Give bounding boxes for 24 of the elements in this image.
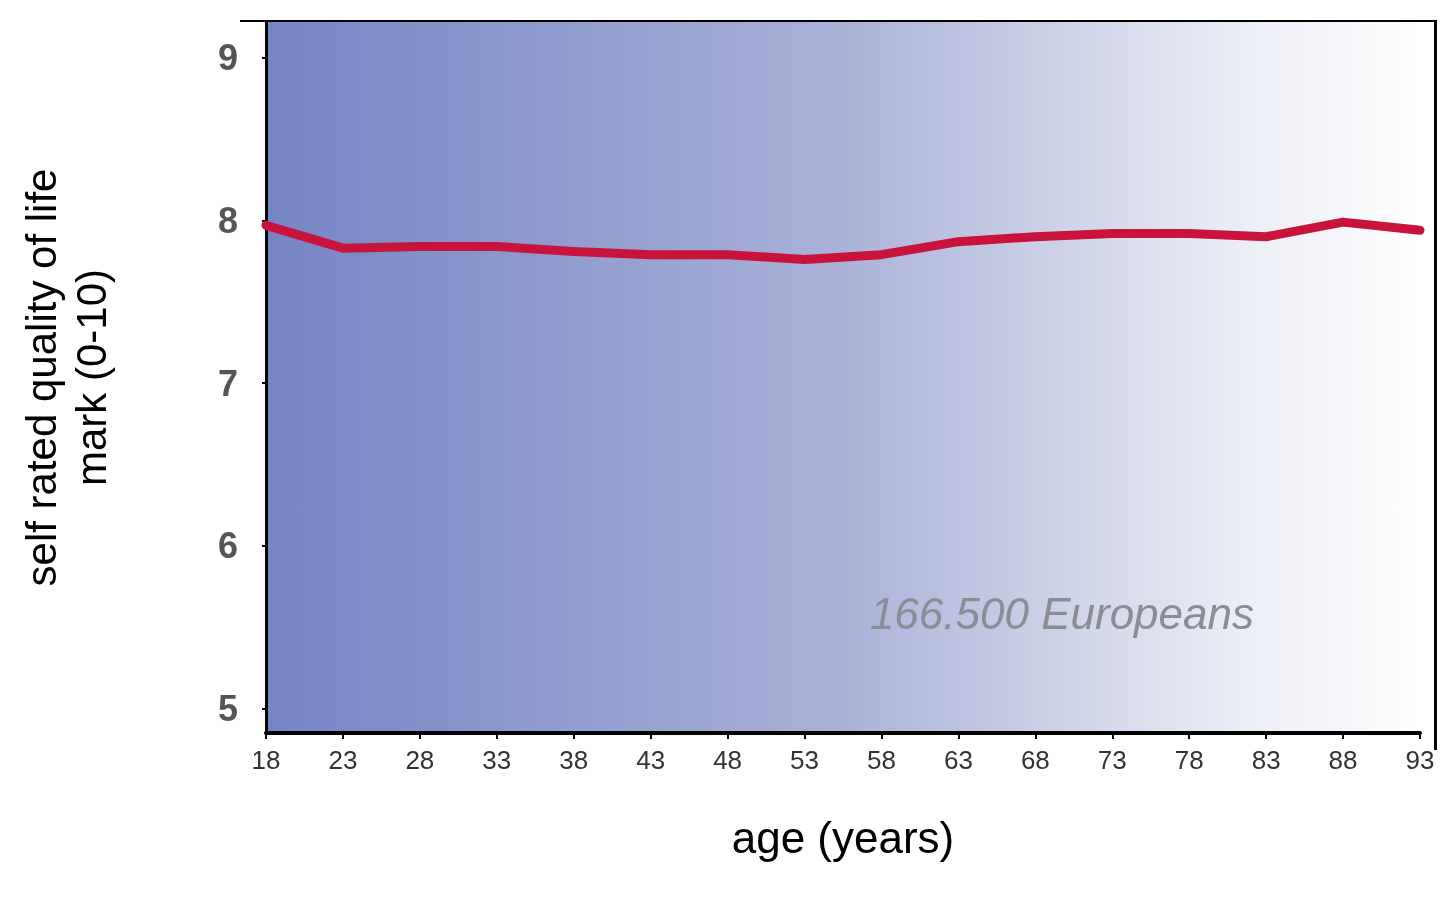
x-tick-label: 78	[1174, 745, 1204, 775]
y-tick-label: 5	[217, 688, 238, 730]
x-tick-label: 58	[867, 745, 896, 775]
x-tick-label: 33	[482, 745, 512, 775]
x-tick-label: 23	[328, 745, 358, 775]
x-tick-label: 68	[1020, 745, 1050, 775]
x-tick-label: 63	[943, 745, 973, 775]
annotation: 166.500 Europeans	[869, 588, 1255, 638]
x-tick-label: 48	[713, 745, 743, 775]
x-tick-label: 83	[1251, 745, 1281, 775]
x-tick-label: 73	[1097, 745, 1127, 775]
x-tick-label: 28	[405, 745, 435, 775]
x-tick-label: 93	[1405, 745, 1435, 775]
y-tick-label: 9	[217, 37, 238, 79]
x-tick-label: 88	[1328, 745, 1358, 775]
x-tick-label: 38	[559, 745, 589, 775]
y-tick-label: 6	[217, 525, 238, 567]
y-tick-label: 7	[217, 362, 238, 404]
x-axis-title: age (years)	[731, 812, 955, 862]
y-axis-title: self rated quality of life mark (0-10)	[17, 168, 115, 587]
x-tick-label: 43	[636, 745, 666, 775]
x-tick-label: 53	[790, 745, 819, 775]
x-tick-label: 18	[251, 745, 281, 775]
y-tick-label: 8	[217, 199, 238, 241]
